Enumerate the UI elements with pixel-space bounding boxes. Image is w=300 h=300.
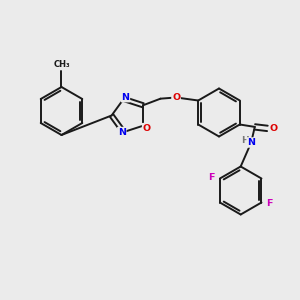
- Text: N: N: [122, 93, 129, 102]
- Text: O: O: [172, 93, 180, 102]
- Text: F: F: [208, 172, 215, 182]
- Text: CH₃: CH₃: [53, 60, 70, 69]
- Text: N: N: [118, 128, 126, 136]
- Text: F: F: [267, 200, 273, 208]
- Text: N: N: [247, 138, 255, 147]
- Text: O: O: [142, 124, 151, 133]
- Text: O: O: [270, 124, 278, 133]
- Text: H: H: [241, 136, 248, 145]
